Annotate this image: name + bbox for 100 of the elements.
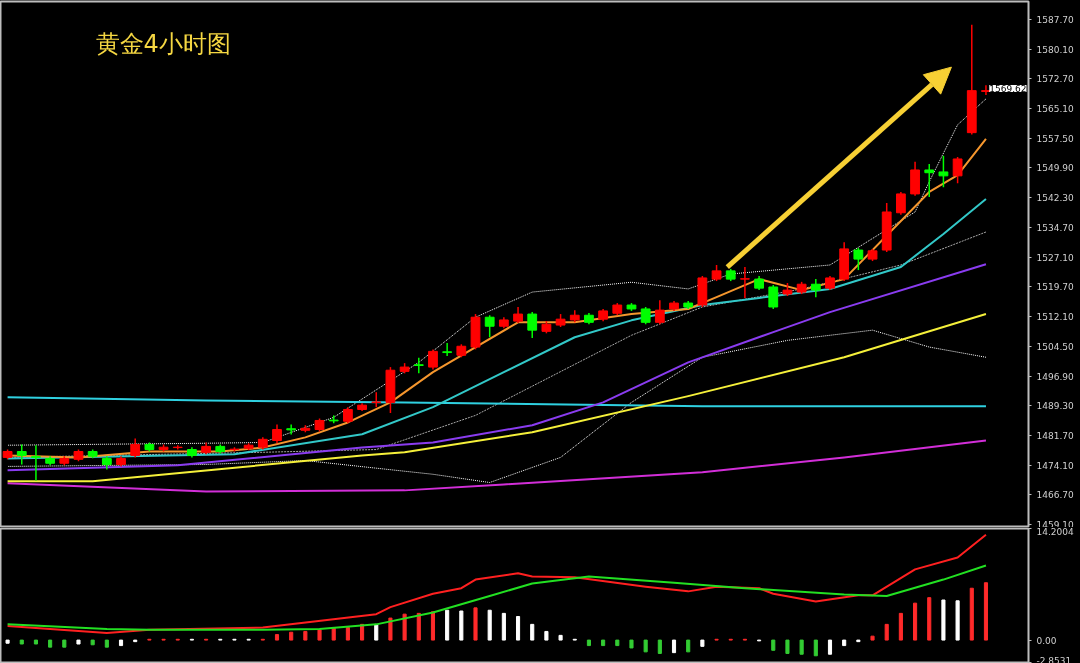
text: 黄金4小时图 xyxy=(95,29,231,58)
y-tick-label: 1474.10 xyxy=(1036,461,1074,472)
candlestick xyxy=(442,342,453,357)
y-tick-label: 0.00 xyxy=(1036,635,1057,646)
candlestick xyxy=(654,299,665,326)
line-series xyxy=(6,533,987,635)
line-series xyxy=(6,263,987,472)
bar xyxy=(33,639,39,645)
y-tick-label: 1565.10 xyxy=(1036,103,1074,114)
candlestick xyxy=(31,444,41,482)
bar xyxy=(983,582,989,641)
y-tick-label: 1489.30 xyxy=(1036,401,1074,412)
candlestick xyxy=(16,443,27,466)
bar xyxy=(884,623,889,641)
bar xyxy=(785,639,790,654)
candlestick xyxy=(768,284,779,310)
bar xyxy=(90,639,95,646)
y-tick-label: 1512.10 xyxy=(1036,311,1074,322)
bar xyxy=(969,587,974,641)
candlestick xyxy=(740,266,750,299)
bar xyxy=(331,627,336,641)
y-tick-label: 1496.90 xyxy=(1036,371,1074,382)
bar xyxy=(416,612,421,641)
bar xyxy=(870,635,875,641)
bar xyxy=(430,611,436,641)
bar xyxy=(48,639,53,648)
bar xyxy=(913,602,918,641)
bar xyxy=(445,609,450,641)
y-tick-label: 1587.70 xyxy=(1036,15,1074,26)
bar xyxy=(771,639,776,651)
bar xyxy=(686,639,691,653)
bar xyxy=(813,639,818,657)
candlestick xyxy=(286,423,297,436)
bar xyxy=(558,634,563,641)
bar xyxy=(289,631,294,641)
y-tick-label: 1549.90 xyxy=(1036,163,1074,174)
candlestick xyxy=(810,278,821,298)
bar xyxy=(402,613,407,641)
y-tick-label: 1534.70 xyxy=(1036,223,1074,234)
candlestick xyxy=(130,437,141,459)
bar xyxy=(374,623,379,641)
y-tick-label: 1519.70 xyxy=(1036,282,1074,293)
bar xyxy=(388,617,393,641)
bar xyxy=(515,616,521,641)
bar xyxy=(643,639,648,653)
y-tick-label: 14.2004 xyxy=(1036,526,1074,537)
bar xyxy=(19,639,24,645)
candlestick xyxy=(981,84,991,96)
bar xyxy=(842,639,847,647)
annotation: 1569.62 xyxy=(989,84,1027,94)
candlestick xyxy=(895,191,906,216)
candlestick xyxy=(413,356,424,375)
bar xyxy=(5,639,10,644)
bar xyxy=(629,639,634,649)
y-tick-label: -2.8531 xyxy=(1036,655,1072,663)
bar xyxy=(274,634,280,641)
bar xyxy=(700,639,705,647)
candlestick xyxy=(952,156,963,185)
y-tick-label: 1580.10 xyxy=(1036,44,1074,55)
bar xyxy=(459,610,464,641)
bar xyxy=(104,639,109,648)
bar xyxy=(657,639,662,654)
line-series xyxy=(6,396,987,408)
bar xyxy=(898,612,903,641)
candlestick xyxy=(910,160,920,197)
bar xyxy=(76,639,81,645)
line-series xyxy=(6,564,987,631)
line-series xyxy=(6,439,987,493)
bar xyxy=(927,597,932,641)
candlestick xyxy=(924,163,935,198)
bar xyxy=(827,639,833,655)
bar xyxy=(530,623,535,641)
y-tick-label: 1481.70 xyxy=(1036,431,1074,442)
candlestick xyxy=(428,348,438,371)
bar xyxy=(799,639,804,655)
bar xyxy=(118,639,124,647)
bar xyxy=(955,600,960,641)
y-tick-label: 1504.50 xyxy=(1036,341,1074,352)
candlestick xyxy=(938,155,949,188)
bar xyxy=(487,609,492,641)
candlestick xyxy=(853,247,864,271)
y-tick-label: 1527.10 xyxy=(1036,253,1074,264)
candlestick xyxy=(484,314,495,338)
bar xyxy=(303,630,308,641)
bar xyxy=(62,639,67,648)
bar xyxy=(601,639,606,647)
bar xyxy=(615,639,620,647)
bar xyxy=(345,627,350,641)
bar xyxy=(671,639,677,654)
y-tick-label: 1542.30 xyxy=(1036,193,1074,204)
bar xyxy=(586,639,591,647)
bar xyxy=(473,607,478,641)
y-tick-label: 1572.70 xyxy=(1036,73,1074,84)
bar xyxy=(544,630,549,641)
bar xyxy=(501,612,506,641)
y-tick-label: 1557.50 xyxy=(1036,133,1074,144)
y-tick-label: 1466.70 xyxy=(1036,490,1074,501)
bar xyxy=(941,599,946,641)
bar xyxy=(317,629,322,641)
candlestick xyxy=(272,423,282,444)
